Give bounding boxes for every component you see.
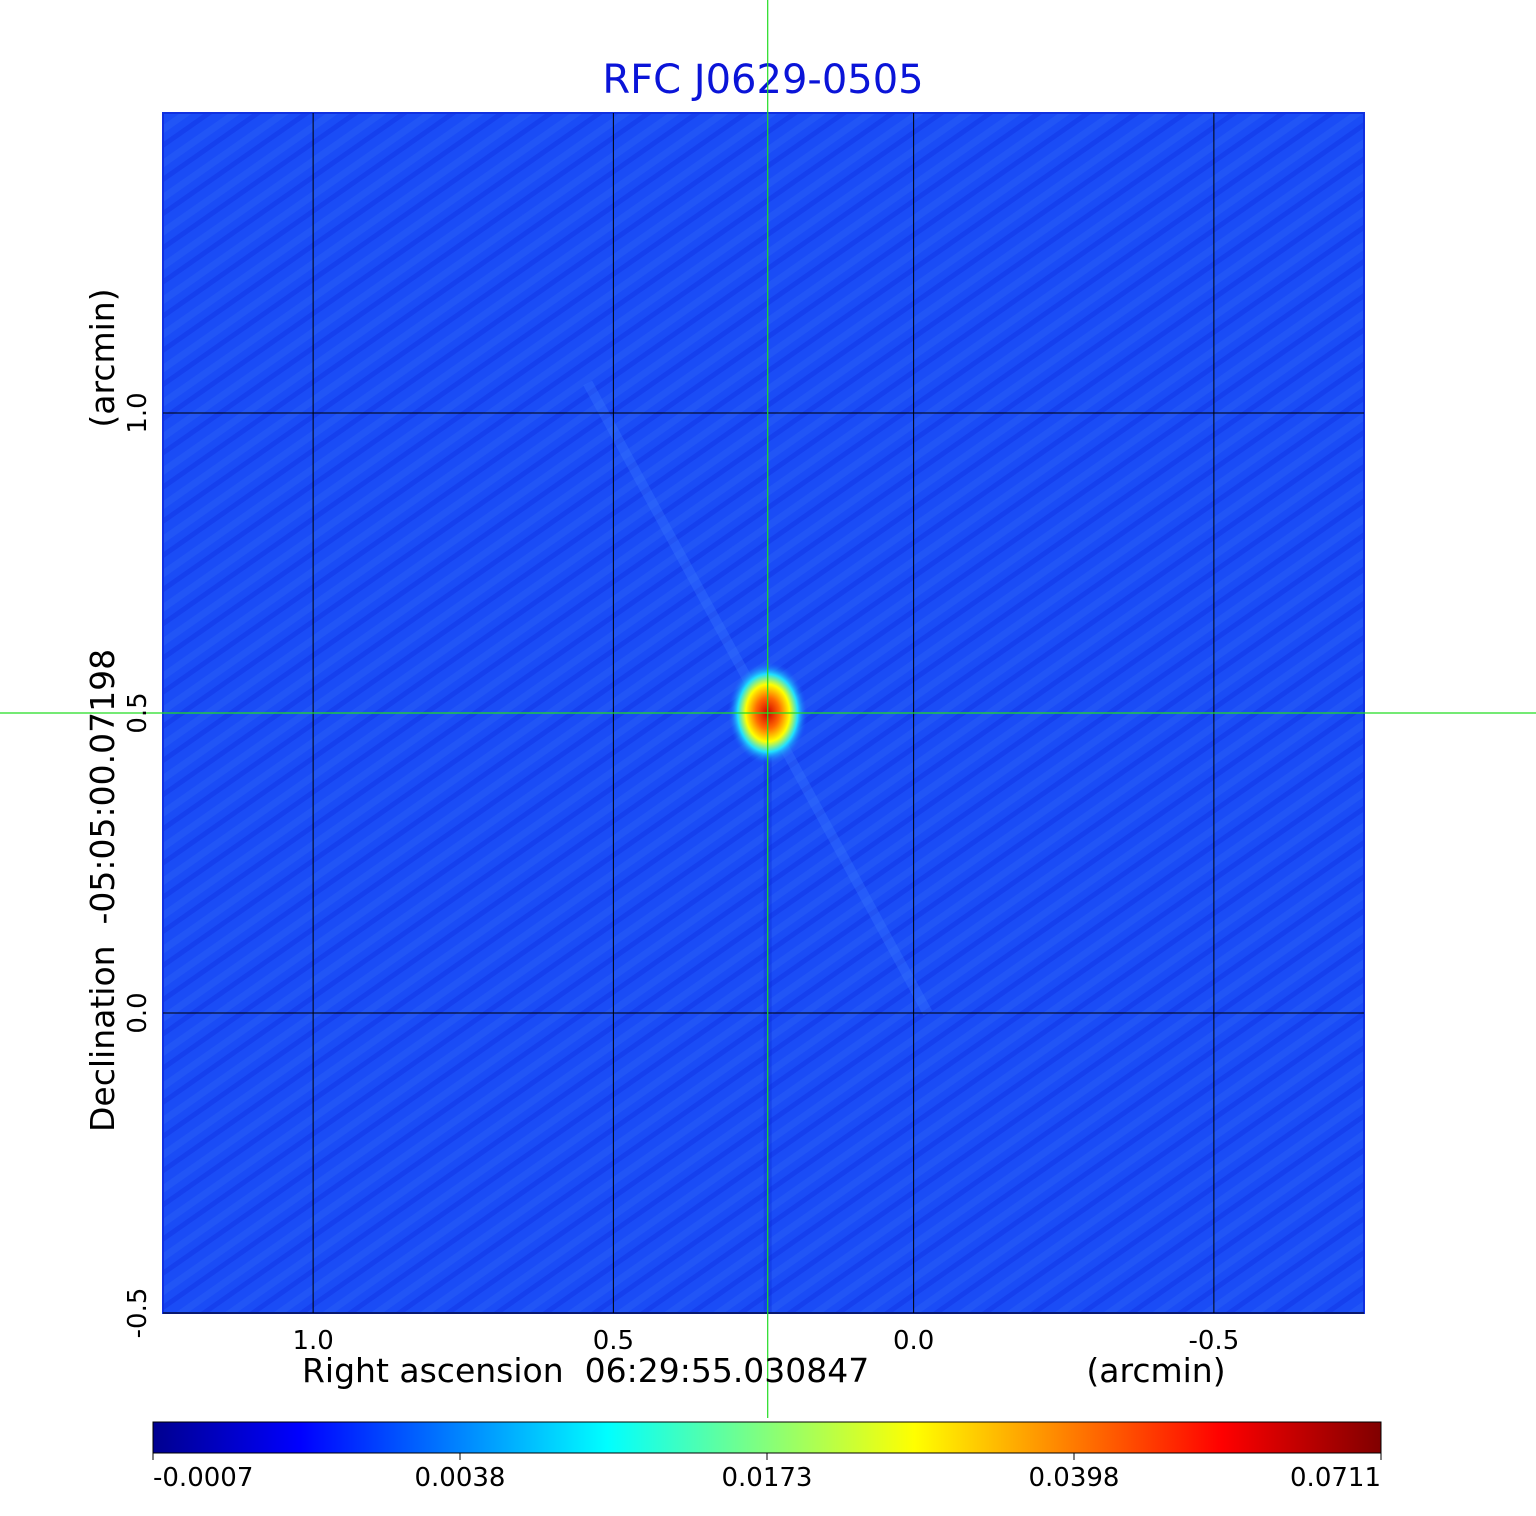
- y-axis-label: Declination -05:05:00.07198: [83, 649, 122, 1132]
- colorbar-ticks: -0.0007 0.0038 0.0173 0.0398 0.0711: [152, 1453, 1382, 1493]
- y-axis-ticks: -0.5 0.0 0.5 1.0: [123, 392, 153, 1338]
- colorbar-tick-label-1: 0.0038: [415, 1463, 506, 1493]
- x-tick-label-3: -0.5: [1189, 1326, 1240, 1356]
- y-tick-label-1: 0.0: [123, 992, 153, 1033]
- colorbar-tick-label-3: 0.0398: [1029, 1463, 1120, 1493]
- y-tick-label-3: 1.0: [123, 392, 153, 433]
- chart-title: RFC J0629-0505: [602, 57, 923, 103]
- y-tick-label-2: 0.5: [123, 692, 153, 733]
- x-tick-label-0: 1.0: [292, 1326, 333, 1356]
- x-tick-label-1: 0.5: [593, 1326, 634, 1356]
- colorbar-tick-label-4: 0.0711: [1290, 1463, 1381, 1493]
- colorbar-tick-label-0: -0.0007: [153, 1463, 253, 1493]
- colorbar: [152, 1421, 1382, 1454]
- y-tick-label-0: -0.5: [123, 1288, 153, 1339]
- x-axis-unit: (arcmin): [1086, 1351, 1225, 1390]
- x-tick-label-2: 0.0: [893, 1326, 934, 1356]
- x-axis-ticks: 1.0 0.5 0.0 -0.5: [292, 1326, 1239, 1356]
- crosshair: [0, 0, 1536, 1418]
- x-axis-label: Right ascension 06:29:55.030847: [302, 1351, 869, 1390]
- y-axis-unit: (arcmin): [83, 288, 122, 427]
- colorbar-tick-label-2: 0.0173: [722, 1463, 813, 1493]
